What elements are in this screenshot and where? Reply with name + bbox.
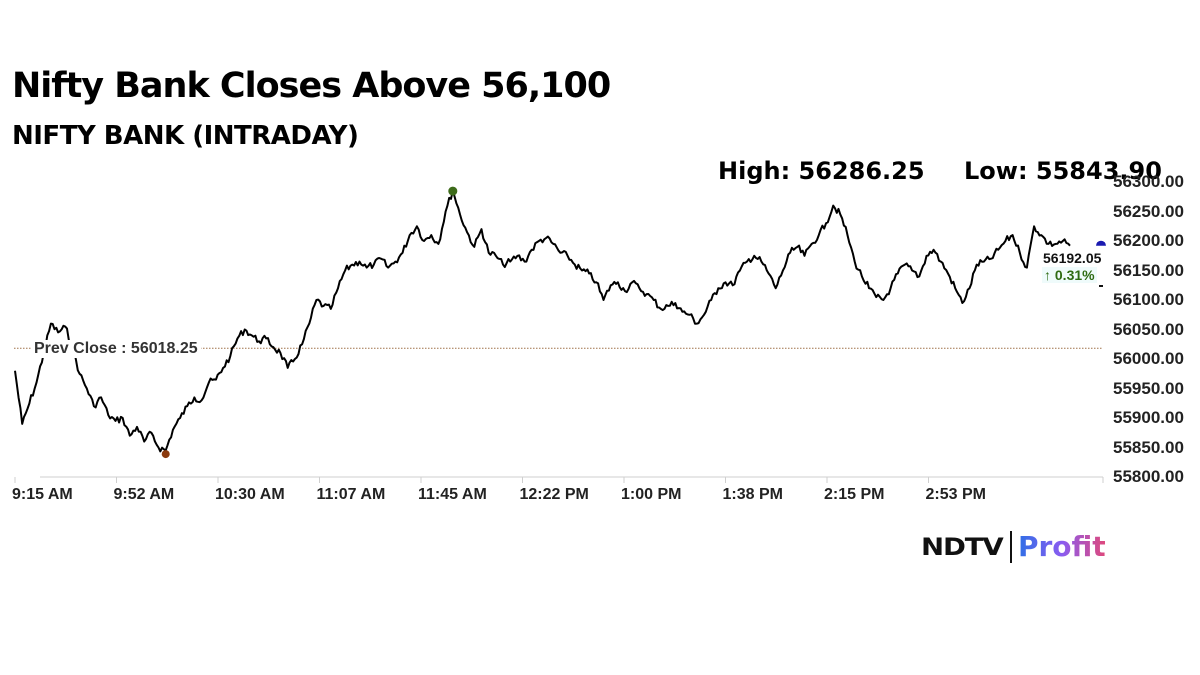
x-tick-label: 9:15 AM bbox=[12, 486, 73, 503]
high-marker bbox=[448, 186, 458, 196]
x-tick-label: 11:45 AM bbox=[418, 486, 487, 503]
x-tick-label: 2:15 PM bbox=[824, 486, 885, 503]
y-tick-label: 56250.00 bbox=[1113, 201, 1184, 221]
prev-close-label: Prev Close : 56018.25 bbox=[31, 340, 201, 358]
x-tick-label: 2:53 PM bbox=[925, 486, 986, 503]
y-tick-label: 56050.00 bbox=[1113, 319, 1184, 339]
x-tick-label: 12:22 PM bbox=[519, 486, 589, 503]
ndtv-wordmark: NDTV bbox=[921, 532, 1004, 561]
high-stat: High: 56286.25 bbox=[718, 157, 925, 185]
low-stat: Low: 55843.90 bbox=[964, 157, 1162, 185]
x-tick-label: 9:52 AM bbox=[113, 486, 175, 503]
change-percent-label: ↑ 0.31% bbox=[1042, 267, 1097, 283]
y-tick-label: 56300.00 bbox=[1113, 172, 1184, 191]
x-axis-tick-marks bbox=[14, 477, 1104, 483]
y-tick-label: 56100.00 bbox=[1113, 290, 1184, 309]
y-tick-label: 55800.00 bbox=[1113, 467, 1184, 486]
page-title: Nifty Bank Closes Above 56,100 bbox=[12, 66, 611, 106]
x-tick-label: 1:38 PM bbox=[722, 486, 783, 503]
chart-subtitle: NIFTY BANK (INTRADAY) bbox=[12, 121, 359, 151]
y-tick-label: 56200.00 bbox=[1113, 231, 1184, 250]
price-line bbox=[14, 189, 1071, 453]
profit-wordmark: Profit bbox=[1017, 530, 1106, 563]
logo-divider bbox=[1009, 530, 1012, 563]
y-tick-label: 55950.00 bbox=[1113, 378, 1184, 398]
low-marker bbox=[161, 450, 170, 459]
x-tick-label: 1:00 PM bbox=[621, 486, 682, 503]
last-price-tick bbox=[1099, 285, 1103, 287]
x-tick-label: 11:07 AM bbox=[316, 486, 386, 503]
y-tick-label: 55850.00 bbox=[1113, 437, 1184, 457]
y-tick-label: 56000.00 bbox=[1113, 349, 1184, 368]
x-tick-label: 10:30 AM bbox=[215, 486, 285, 503]
last-price-marker-icon bbox=[1096, 240, 1106, 246]
last-price-label: 56192.05 bbox=[1043, 250, 1102, 266]
y-tick-label: 55900.00 bbox=[1113, 408, 1184, 427]
y-tick-label: 56150.00 bbox=[1113, 260, 1184, 280]
ndtv-profit-logo: NDTV Profit bbox=[921, 530, 1106, 563]
